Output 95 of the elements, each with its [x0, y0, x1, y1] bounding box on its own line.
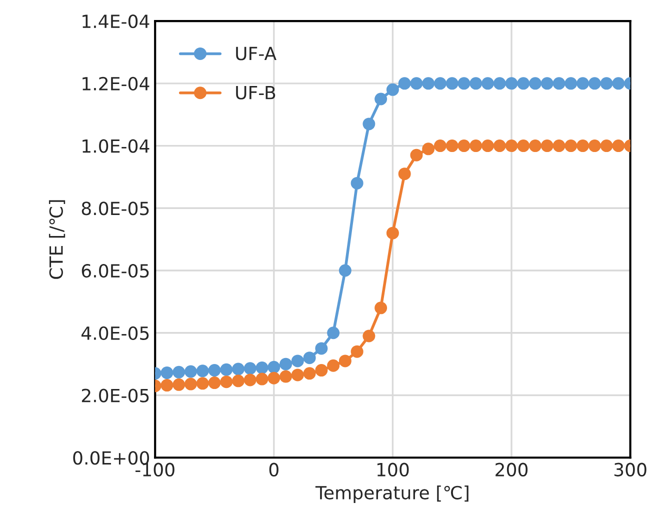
point	[244, 374, 256, 386]
point	[600, 140, 613, 152]
legend-label: UF-A	[236, 46, 276, 60]
point	[184, 378, 197, 390]
point	[315, 342, 328, 355]
x-tick-label: 300	[614, 462, 646, 476]
point	[374, 302, 388, 314]
point	[446, 77, 458, 90]
y-tick-label: 0.0E+00	[73, 451, 150, 465]
point	[552, 77, 566, 90]
point	[493, 140, 506, 152]
point	[196, 377, 209, 390]
point	[434, 140, 446, 152]
point	[172, 366, 186, 378]
point	[160, 366, 174, 380]
point	[386, 83, 399, 96]
point	[481, 140, 494, 152]
point	[422, 142, 435, 156]
point	[208, 364, 221, 377]
point	[540, 140, 554, 152]
x-tick-label: 100	[377, 462, 409, 476]
point	[446, 140, 458, 152]
point	[470, 77, 482, 90]
point	[588, 77, 601, 90]
x-axis-title: Temperature [℃]	[315, 486, 468, 503]
point	[220, 363, 233, 376]
point	[172, 378, 186, 391]
point	[576, 140, 590, 152]
y-tick-label: 6.0E-05	[82, 264, 149, 278]
point	[184, 365, 197, 378]
point	[350, 345, 364, 358]
point	[612, 140, 625, 152]
point	[374, 92, 388, 106]
y-tick-label: 1.0E-04	[82, 139, 150, 153]
point	[196, 364, 209, 378]
y-tick-label: 1.4E-04	[82, 14, 150, 28]
point	[362, 330, 376, 342]
point	[315, 364, 328, 377]
point	[268, 360, 280, 374]
point	[564, 140, 578, 152]
point	[220, 376, 233, 388]
point	[208, 376, 221, 390]
point	[350, 176, 364, 190]
point	[505, 77, 518, 90]
point	[268, 372, 280, 384]
x-tick-label: 200	[496, 462, 528, 476]
point	[470, 140, 482, 152]
point	[505, 140, 518, 152]
point	[517, 77, 530, 90]
point	[458, 140, 470, 152]
point	[244, 362, 256, 375]
point	[256, 372, 268, 386]
point	[564, 77, 578, 90]
point	[280, 358, 292, 370]
point	[612, 77, 625, 90]
point	[362, 118, 376, 130]
point	[410, 148, 423, 162]
point	[327, 326, 340, 340]
point	[386, 226, 399, 240]
point	[529, 77, 542, 90]
y-tick-label: 1.2E-04	[82, 76, 150, 91]
point	[338, 354, 352, 368]
legend-label: UF-B	[236, 86, 276, 100]
y-axis-title: CTE [/℃]	[48, 200, 66, 279]
point	[552, 140, 566, 152]
point	[280, 370, 292, 383]
point	[338, 264, 352, 277]
point	[493, 77, 506, 90]
point	[600, 77, 613, 90]
point	[481, 77, 494, 90]
point	[588, 140, 601, 152]
point	[398, 168, 411, 180]
point	[232, 362, 245, 376]
point	[291, 368, 304, 382]
point	[422, 77, 435, 90]
point	[291, 354, 304, 368]
point	[398, 77, 411, 90]
point	[303, 352, 316, 364]
y-tick-label: 4.0E-05	[82, 326, 149, 340]
point	[458, 77, 470, 90]
point	[160, 379, 174, 392]
y-tick-label: 8.0E-05	[82, 202, 149, 216]
point	[232, 374, 245, 388]
point	[576, 77, 590, 90]
point	[303, 367, 316, 380]
point	[540, 77, 554, 90]
point	[517, 140, 530, 152]
point	[327, 359, 340, 372]
point	[410, 77, 423, 90]
x-tick-label: -100	[135, 462, 174, 476]
x-tick-label: 0	[269, 462, 278, 476]
point	[256, 362, 268, 374]
point	[529, 140, 542, 152]
point	[434, 77, 446, 90]
y-tick-label: 2.0E-05	[82, 388, 149, 402]
